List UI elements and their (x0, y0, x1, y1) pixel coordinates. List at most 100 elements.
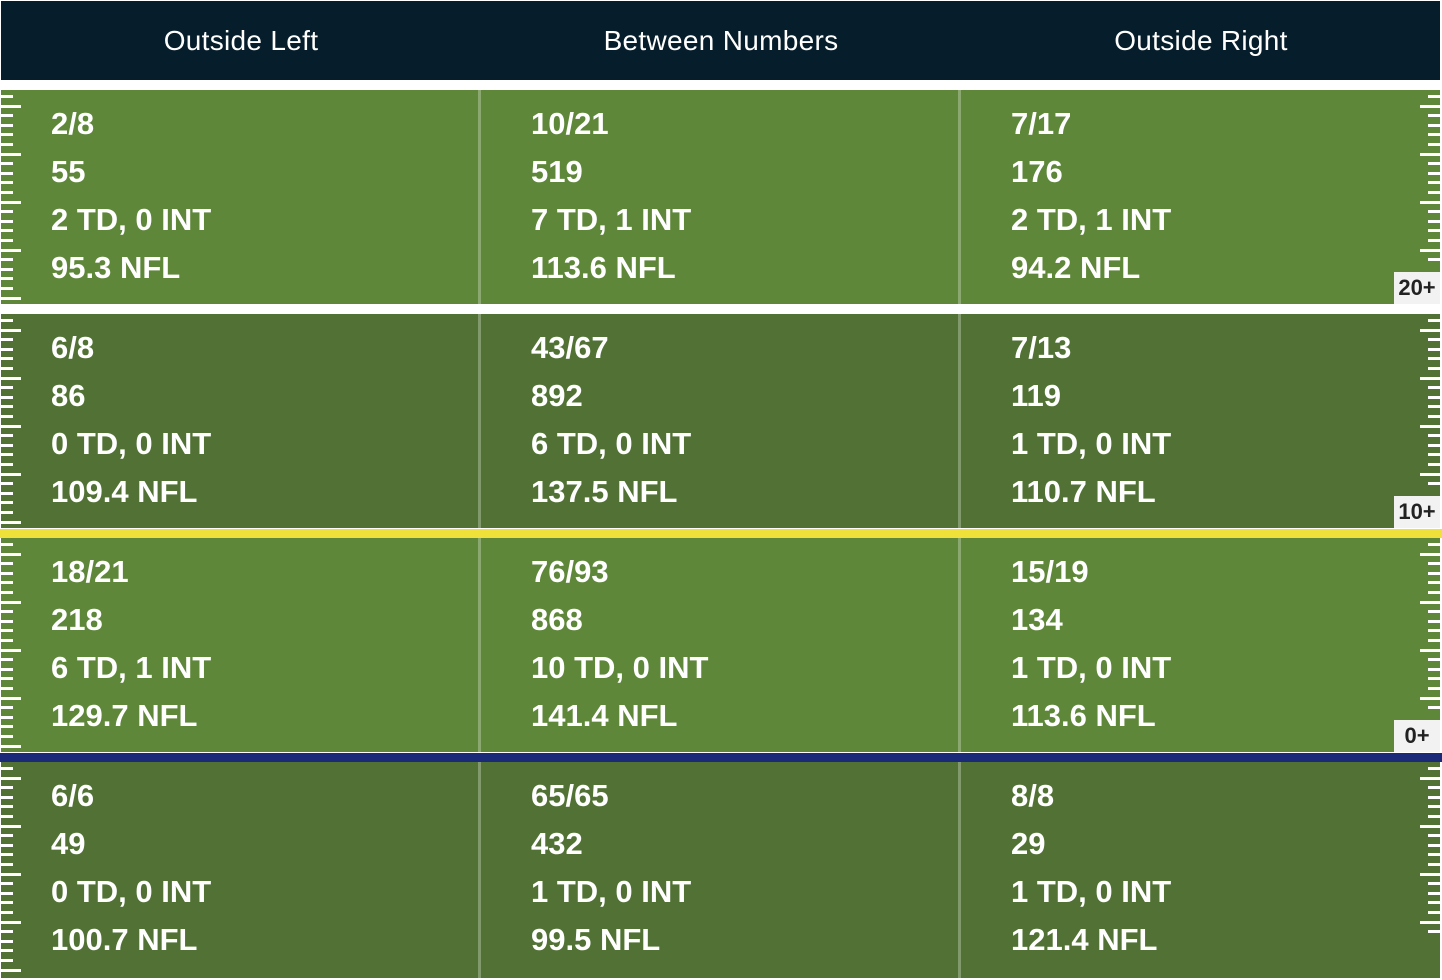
hash-mark (1428, 639, 1440, 642)
yard-band-label: 20+ (1394, 272, 1440, 304)
stat-comp-att: 2/8 (51, 106, 95, 141)
hash-mark (1, 581, 13, 585)
column-divider (958, 90, 961, 304)
hash-mark (1, 347, 13, 351)
hash-mark (1428, 415, 1440, 418)
stat-yards: 119 (1011, 378, 1062, 413)
zone-cell: 7/17 176 2 TD, 1 INT 94.2 NFL (961, 90, 1441, 304)
hash-mark (1428, 258, 1440, 262)
stat-comp-att: 6/6 (51, 778, 95, 813)
hash-mark (1, 338, 13, 342)
column-divider (478, 538, 481, 752)
hash-mark (1428, 667, 1440, 671)
hash-mark (1, 171, 13, 175)
hash-mark (1, 152, 21, 156)
hash-mark (1428, 181, 1440, 185)
zone-cell: 43/67 892 6 TD, 0 INT 137.5 NFL (481, 314, 961, 528)
hash-mark (1, 911, 13, 914)
hash-mark (1, 543, 13, 546)
hash-mark (1, 133, 13, 137)
hash-mark (1428, 133, 1440, 137)
hash-mark (1, 786, 13, 790)
stat-comp-att: 7/13 (1011, 330, 1072, 365)
stat-yards: 55 (51, 154, 86, 189)
hash-mark (1420, 328, 1440, 332)
zone-row: 6/8 86 0 TD, 0 INT 109.4 NFL 43/67 892 6 TD, 0… (1, 314, 1440, 528)
hash-mark (1, 181, 13, 185)
zone-cell: 2/8 55 2 TD, 0 INT 95.3 NFL (1, 90, 481, 304)
hash-mark (1, 872, 21, 876)
hash-mark (1, 767, 13, 770)
stat-td-int: 1 TD, 0 INT (1011, 426, 1172, 461)
hash-mark (1, 239, 13, 242)
stat-td-int: 1 TD, 0 INT (1011, 650, 1172, 685)
hash-mark (1, 706, 13, 710)
hash-mark (1428, 687, 1440, 690)
hash-mark (1, 571, 13, 575)
hash-mark (1428, 463, 1440, 466)
hash-mark (1428, 347, 1440, 351)
stat-td-int: 6 TD, 1 INT (51, 650, 212, 685)
hash-mark (1428, 357, 1440, 361)
hash-mark (1, 491, 13, 495)
column-divider (958, 314, 961, 528)
hash-mark (1428, 367, 1440, 370)
hash-mark (1428, 338, 1440, 342)
column-header-outside-left: Outside Left (163, 25, 319, 56)
stat-td-int: 2 TD, 1 INT (1011, 202, 1172, 237)
hash-mark (1, 248, 21, 252)
hash-mark (1428, 434, 1440, 438)
hash-mark (1, 162, 13, 166)
hash-mark (1, 424, 21, 428)
hash-mark (1, 805, 13, 809)
hash-mark (1428, 571, 1440, 575)
hash-mark (1420, 104, 1440, 108)
zone-cell: 6/8 86 0 TD, 0 INT 109.4 NFL (1, 314, 481, 528)
hash-mark (1428, 767, 1440, 770)
hash-mark (1, 472, 21, 476)
hash-mark (1428, 191, 1440, 194)
stat-rating: 100.7 NFL (51, 922, 198, 957)
stat-rating: 129.7 NFL (51, 698, 198, 733)
hash-mark (1, 453, 13, 457)
stat-td-int: 2 TD, 0 INT (51, 202, 212, 237)
hash-mark (1, 143, 13, 146)
zone-cell: 76/93 868 10 TD, 0 INT 141.4 NFL (481, 538, 961, 752)
hash-mark (1428, 123, 1440, 127)
hash-mark (1, 843, 13, 847)
hash-mark (1428, 143, 1440, 146)
hash-mark (1, 824, 21, 828)
column-divider (478, 762, 481, 978)
stat-rating: 113.6 NFL (1011, 698, 1156, 733)
hash-mark (1, 815, 13, 818)
hash-mark (1420, 552, 1440, 556)
hash-mark (1428, 229, 1440, 233)
hash-mark (1, 920, 21, 924)
hash-mark (1, 114, 13, 118)
hash-mark (1, 968, 21, 972)
hash-mark (1, 104, 21, 108)
hash-mark (1, 501, 13, 505)
hash-mark (1, 959, 13, 962)
hash-mark (1, 725, 13, 729)
hash-mark (1, 677, 13, 681)
stat-comp-att: 8/8 (1011, 778, 1055, 813)
hash-mark (1, 520, 21, 524)
first-down-line (0, 529, 1442, 538)
hash-mark (1428, 95, 1440, 98)
hash-mark (1428, 219, 1440, 223)
hash-mark (1428, 805, 1440, 809)
hash-mark (1428, 658, 1440, 662)
hash-mark (1428, 562, 1440, 566)
stat-yards: 519 (531, 154, 583, 189)
hash-mark (1, 386, 13, 390)
stat-td-int: 10 TD, 0 INT (531, 650, 709, 685)
yard-line-20 (0, 305, 1442, 314)
hash-mark (1420, 920, 1440, 924)
hash-mark (1420, 824, 1440, 828)
stat-rating: 94.2 NFL (1011, 250, 1141, 285)
hash-mark (1428, 619, 1440, 623)
hash-mark (1, 287, 13, 290)
hash-mark (1, 328, 21, 332)
column-divider (478, 90, 481, 304)
